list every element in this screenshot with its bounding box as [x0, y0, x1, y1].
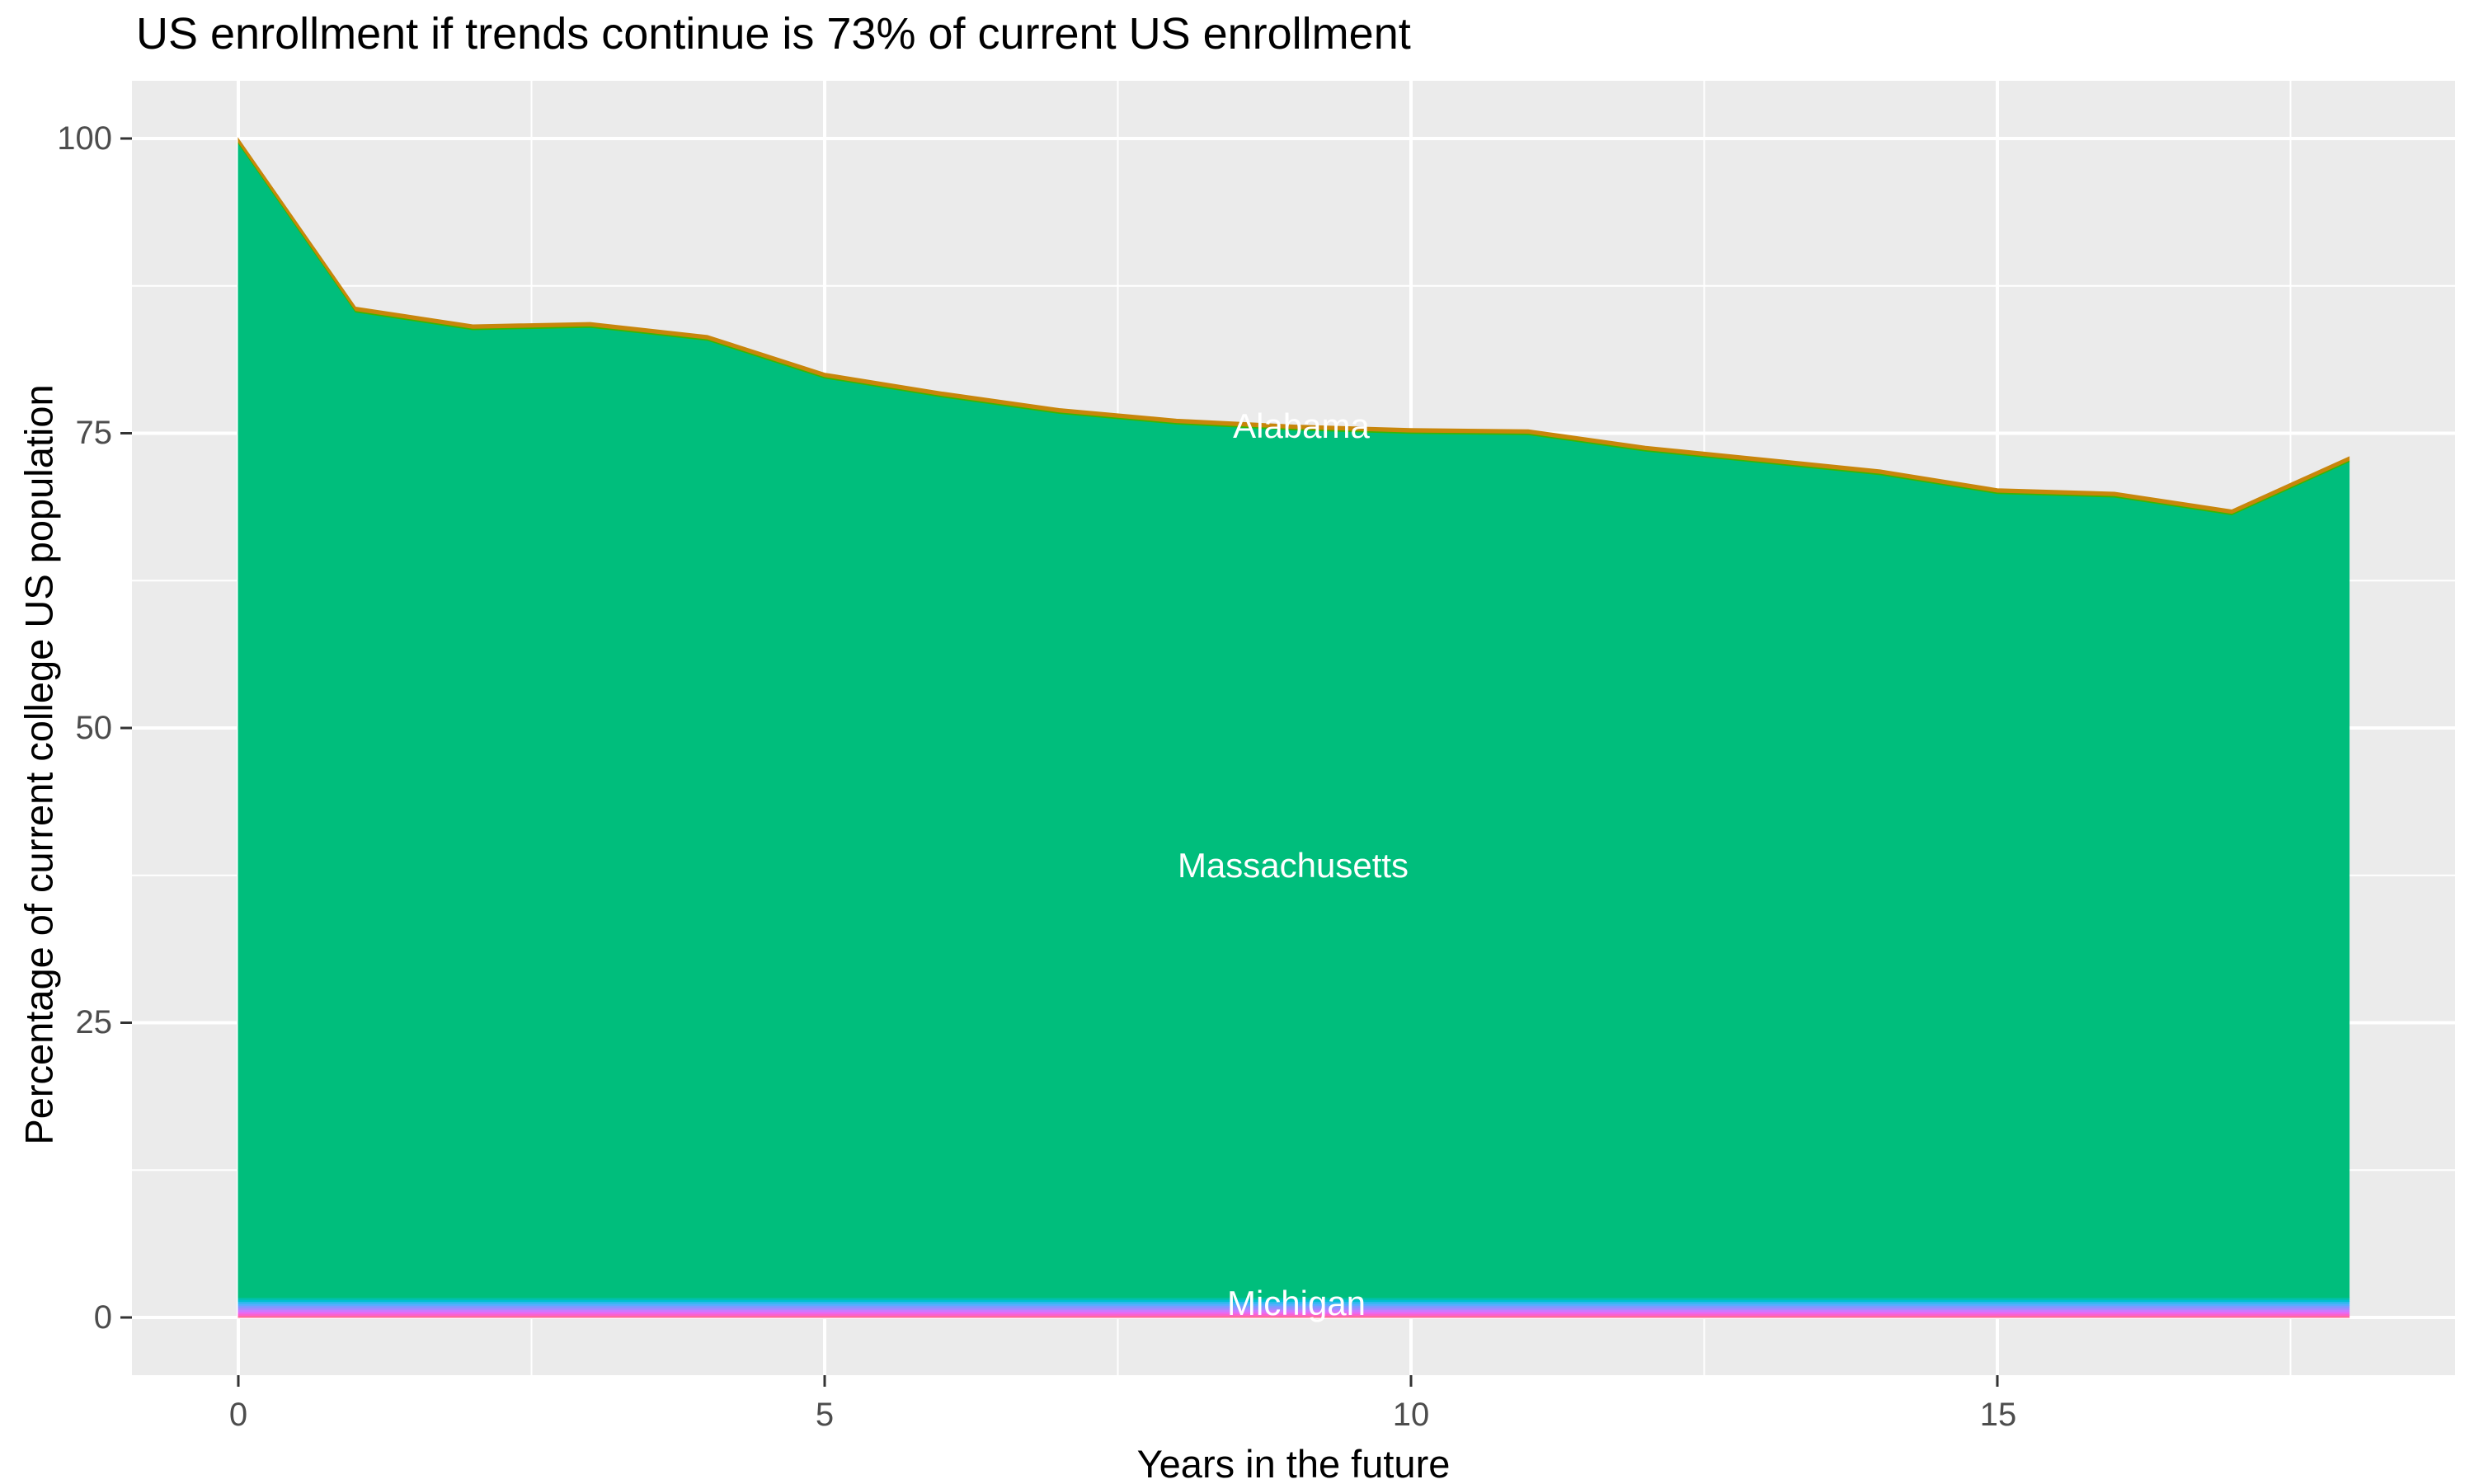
x-tick-label-15: 15 — [1979, 1397, 2017, 1433]
y-tick-label-50: 50 — [75, 710, 113, 746]
x-tick-label-5: 5 — [815, 1397, 835, 1433]
y-tick-label-0: 0 — [93, 1299, 112, 1336]
y-tick-label-100: 100 — [57, 120, 112, 157]
x-tick-label-10: 10 — [1392, 1397, 1430, 1433]
area-label-massachusetts: Massachusetts — [1177, 846, 1409, 885]
y-tick-label-25: 25 — [75, 1004, 113, 1040]
area-label-alabama: Alabama — [1233, 406, 1370, 445]
y-tick-label-75: 75 — [75, 415, 113, 451]
x-tick-label-0: 0 — [228, 1397, 248, 1433]
plot-title: US enrollment if trends continue is 73% … — [136, 9, 1411, 59]
y-axis-title: Percentage of current college US populat… — [16, 384, 61, 1145]
area-label-michigan: Michigan — [1226, 1284, 1366, 1322]
x-axis-title: Years in the future — [1136, 1442, 1451, 1484]
